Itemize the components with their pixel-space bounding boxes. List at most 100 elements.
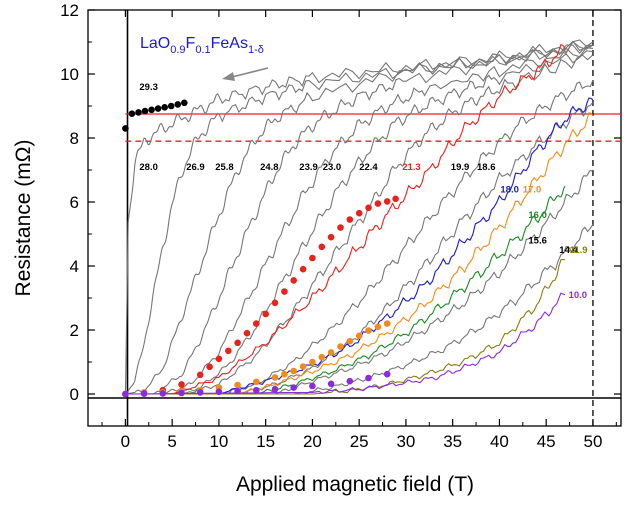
marker-29-3K-point (161, 104, 168, 111)
marker-17-0K-point (355, 332, 363, 340)
axis-ticks: 0 5 10 15 20 25 30 35 40 45 50 0 2 4 6 8 10 12 (60, 1, 621, 451)
marker-10-0K-point (346, 377, 354, 385)
curve-label-24-8K: 24.8 (260, 162, 279, 173)
marker-21-3K-point (290, 277, 298, 284)
x-tick-label: 5 (167, 432, 176, 451)
y-tick-label: 2 (70, 321, 79, 340)
curve-label-22-4K: 22.4 (359, 162, 378, 173)
marker-21-3K-point (206, 363, 213, 371)
marker-10-0K-point (178, 389, 185, 397)
y-tick-label: 4 (70, 257, 79, 276)
marker-10-0K-point (140, 390, 148, 398)
marker-10-0K-point (327, 380, 335, 388)
y-tick-label: 10 (60, 65, 79, 84)
marker-10-0K-point (196, 389, 204, 396)
curve-label-11-9K: 11.9 (570, 245, 588, 256)
curve-label-19-9K: 19.9 (451, 162, 470, 173)
marker-29-3K-point (167, 102, 175, 110)
curve-label-16-0K: 16.0 (528, 210, 547, 221)
x-tick-label: 15 (256, 432, 275, 451)
marker-10-0K-point (215, 388, 223, 396)
marker-10-0K-point (159, 390, 167, 397)
x-tick-label: 45 (537, 432, 556, 451)
marker-21-3K-point (392, 195, 399, 203)
marker-10-0K-point (365, 374, 372, 382)
marker-10-0K-point (290, 384, 298, 391)
y-tick-label: 0 (70, 385, 79, 404)
marker-21-3K-point (299, 265, 307, 273)
marker-21-3K-point (234, 339, 241, 347)
x-tick-label: 30 (396, 432, 415, 451)
marker-21-3K-point (243, 329, 251, 337)
marker-10-0K-point (234, 387, 241, 395)
marker-29-3K-point (174, 101, 182, 108)
left-arrow-icon (222, 67, 269, 81)
series-line-28-0K (124, 39, 594, 395)
curve-label-18-6K: 18.6 (477, 162, 496, 173)
series-line-23-0K (125, 50, 593, 395)
marker-17-0K-point (281, 370, 288, 378)
series-line-17-0K (125, 112, 594, 395)
series-line-18-6K (125, 102, 594, 395)
x-tick-label: 20 (303, 432, 322, 451)
curve-label-28-0K: 28.0 (139, 162, 158, 173)
series-line-23-9K (125, 47, 593, 395)
marker-10-0K-point (383, 370, 391, 378)
marker-21-3K-point (215, 355, 223, 363)
sample-label: LaO0.9F0.1FeAs1-δ (140, 35, 264, 56)
marker-21-3K-point (262, 310, 270, 318)
marker-17-0K-point (271, 374, 279, 381)
marker-17-0K-point (327, 349, 335, 356)
plot-frame (87, 9, 622, 427)
marker-21-3K-point (327, 233, 335, 241)
series-line-21-3K (125, 44, 566, 395)
series-line-16-0K (125, 185, 566, 395)
temperature-labels: 28.0 26.9 25.8 24.8 23.9 23.0 22.4 21.3 19.9 18.6… (139, 82, 587, 301)
marker-21-3K-point (225, 347, 232, 355)
marker-10-0K-point (122, 390, 129, 398)
y-tick-label: 12 (60, 1, 79, 20)
x-tick-label: 40 (490, 432, 509, 451)
y-axis-title: Resistance (mΩ) (12, 140, 35, 297)
marker-29-3K-point (154, 105, 162, 112)
series-line-22-4K (125, 54, 594, 395)
marker-17-0K-point (299, 363, 307, 370)
marker-21-3K-point (281, 288, 288, 295)
marker-17-0K-point (383, 320, 391, 327)
series-line-10-0K (125, 292, 566, 395)
marker-21-3K-point (365, 204, 372, 212)
y-tick-label: 8 (70, 129, 79, 148)
x-axis-title: Applied magnetic field (T) (236, 473, 474, 496)
marker-10-0K-point (309, 382, 316, 390)
series-line-14-4K (125, 224, 594, 395)
curve-label-21-3K: 21.3 (402, 162, 421, 173)
marker-29-3K-point (148, 106, 155, 114)
curve-label-25-8K: 25.8 (215, 162, 234, 173)
marker-10-0K-point (271, 385, 279, 393)
marker-21-3K-point (196, 371, 204, 379)
marker-21-3K-point (252, 320, 260, 327)
marker-21-3K-point (309, 254, 316, 262)
marker-29-3K-point (122, 125, 129, 132)
series-line-19-9K (125, 80, 594, 395)
marker-21-3K-point (337, 224, 344, 231)
curve-label-15-6K: 15.6 (528, 236, 547, 247)
x-tick-label: 10 (209, 432, 228, 451)
marker-17-0K-point (234, 381, 241, 389)
marker-21-3K-point (178, 381, 185, 388)
marker-10-0K-point (252, 386, 260, 394)
x-tick-label: 50 (583, 432, 602, 451)
marker-17-0K-point (318, 353, 326, 361)
curve-label-26-9K: 26.9 (186, 162, 205, 173)
marker-21-3K-point (383, 198, 391, 205)
marker-17-0K-point (365, 327, 372, 334)
series-line-24-8K (125, 44, 593, 395)
x-tick-label: 35 (443, 432, 462, 451)
curve-label-17-0K: 17.0 (523, 184, 542, 195)
marker-21-3K-point (374, 200, 382, 207)
x-tick-label: 25 (350, 432, 369, 451)
marker-21-3K-point (346, 216, 354, 223)
marker-29-3K-point (128, 110, 136, 117)
